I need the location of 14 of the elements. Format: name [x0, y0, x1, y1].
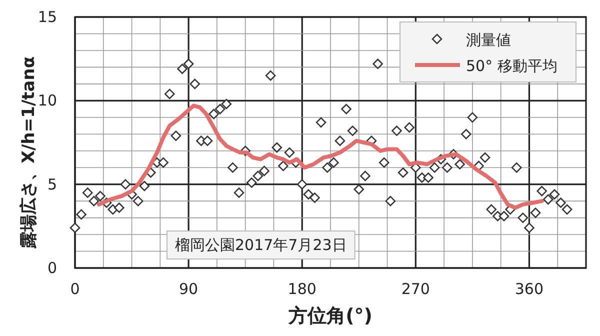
x-tick-label: 90: [179, 280, 198, 298]
y-tick-label: 0: [47, 259, 57, 277]
x-tick-label: 270: [401, 280, 430, 298]
x-axis-title: 方位角(°): [288, 305, 372, 327]
y-tick-label: 5: [47, 175, 57, 194]
y-tick-label: 15: [38, 8, 57, 26]
y-tick-label: 10: [38, 92, 57, 110]
x-tick-label: 0: [70, 280, 80, 298]
legend-label: 50° 移動平均: [466, 57, 558, 75]
y-axis-title: 露場広さ、X/h=1/tanα: [19, 56, 39, 250]
x-tick-label: 360: [514, 280, 544, 298]
legend-label: 測量値: [466, 31, 511, 49]
x-tick-label: 180: [288, 280, 316, 298]
annotation: 榴岡公園2017年7月23日: [175, 236, 347, 254]
